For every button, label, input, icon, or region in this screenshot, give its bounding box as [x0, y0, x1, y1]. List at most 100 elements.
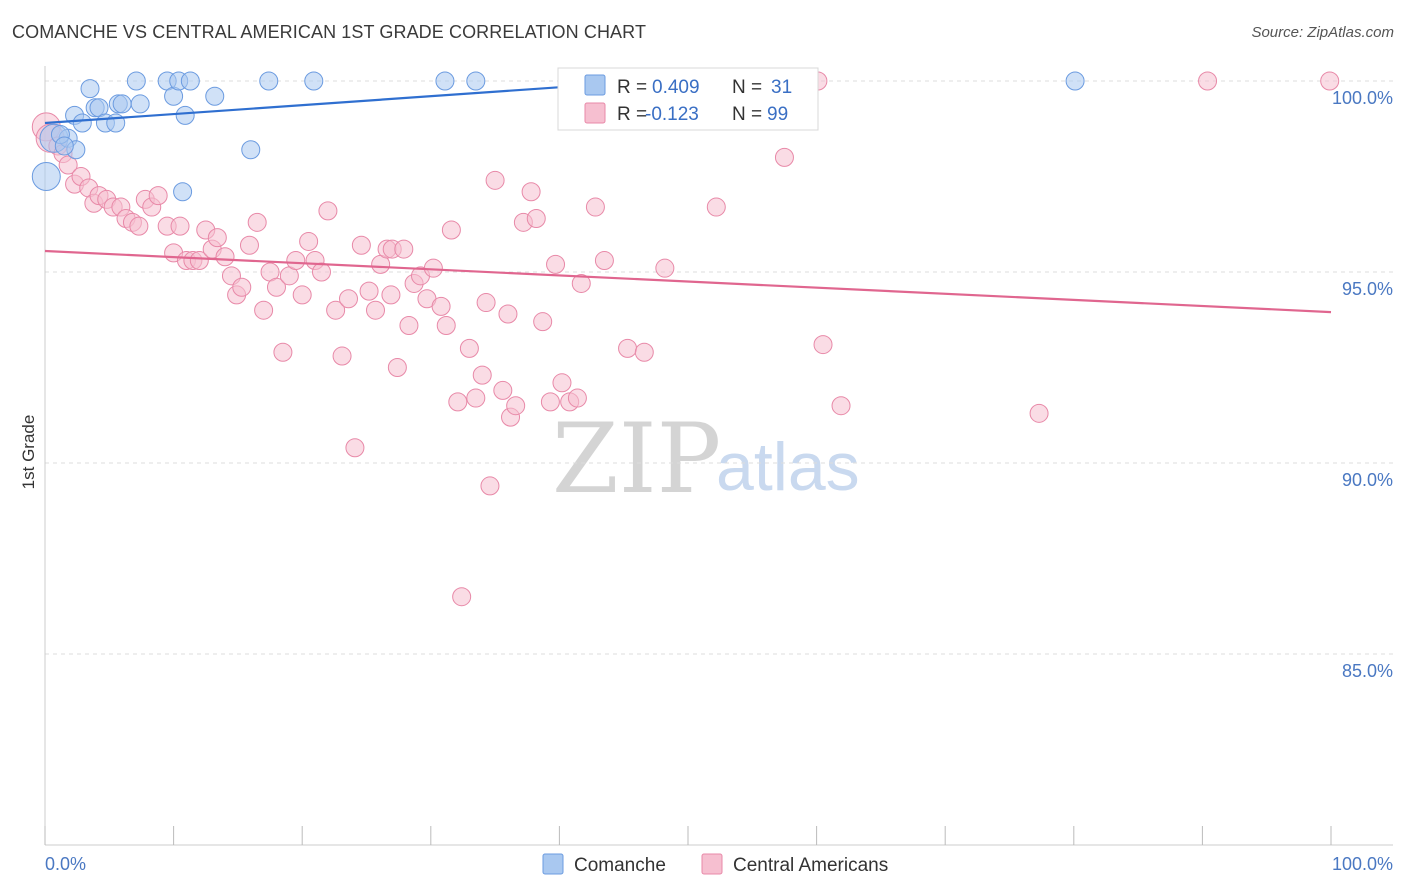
comanche-point — [175, 105, 195, 125]
watermark-zip: ZIP — [552, 403, 721, 515]
comanche-point — [180, 71, 200, 91]
series-legend-swatch-comanche — [542, 853, 564, 875]
gridlines — [45, 80, 1393, 655]
central-americans-point — [345, 438, 365, 458]
chart-title: COMANCHE VS CENTRAL AMERICAN 1ST GRADE C… — [12, 22, 647, 42]
central-americans-point — [1320, 71, 1340, 91]
central-americans-point — [326, 300, 346, 320]
series-legend-swatch-central — [701, 853, 723, 875]
comanche-point — [54, 136, 74, 156]
comanche-point — [304, 71, 324, 91]
comanche-point — [1065, 71, 1085, 91]
central-americans-point — [394, 239, 414, 259]
central-americans-point — [493, 380, 513, 400]
legend-n-label: N = — [732, 77, 762, 98]
legend-n-label: N = — [732, 104, 762, 125]
central-americans-point — [1029, 403, 1049, 423]
comanche-point — [31, 162, 61, 191]
central-americans-point — [266, 277, 286, 297]
central-americans-point — [273, 342, 293, 362]
central-americans-point — [399, 315, 419, 335]
axes — [44, 66, 1393, 846]
comanche-trend-line — [44, 79, 650, 125]
central-americans-point — [585, 197, 605, 217]
legend-swatch-central — [584, 102, 606, 124]
central-americans-point — [533, 312, 553, 332]
watermark: ZIP atlas — [552, 403, 860, 515]
central-americans-point — [506, 396, 526, 416]
central-americans-point — [466, 388, 486, 408]
central-americans-point — [634, 342, 654, 362]
central-americans-point — [441, 220, 461, 240]
central-americans-point — [618, 338, 638, 358]
central-americans-points — [31, 71, 1340, 607]
central-americans-point — [546, 254, 566, 274]
y-tick-label: 95.0% — [1342, 279, 1393, 299]
central-americans-point — [148, 186, 168, 206]
comanche-points — [31, 71, 1085, 202]
legend-r-value: -0.123 — [645, 104, 699, 125]
central-americans-point — [299, 231, 319, 251]
central-americans-point — [498, 304, 518, 324]
comanche-point — [466, 71, 486, 91]
central-americans-point — [774, 147, 794, 167]
watermark-atlas: atlas — [716, 429, 860, 505]
central-americans-point — [540, 392, 560, 412]
comanche-point — [205, 86, 225, 106]
central-americans-point — [381, 285, 401, 305]
central-americans-point — [247, 212, 267, 232]
central-americans-point — [594, 251, 614, 271]
central-americans-point — [476, 293, 496, 313]
central-americans-point — [526, 209, 546, 229]
central-americans-point — [567, 388, 587, 408]
y-tick-label: 90.0% — [1342, 470, 1393, 490]
y-axis-label: 1st Grade — [19, 415, 38, 490]
y-tick-label: 100.0% — [1332, 88, 1393, 108]
series-legend: Comanche Central Americans — [542, 853, 888, 876]
central-americans-point — [207, 228, 227, 248]
legend-r-label: R = — [617, 104, 647, 125]
source-label: Source: ZipAtlas.com — [1251, 24, 1394, 41]
central-americans-point — [359, 281, 379, 301]
central-americans-point — [552, 373, 572, 393]
series-legend-label-comanche: Comanche — [574, 855, 666, 876]
central-americans-point — [448, 392, 468, 412]
central-americans-point — [813, 335, 833, 355]
legend-r-value: 0.409 — [652, 77, 700, 98]
central-americans-point — [351, 235, 371, 255]
comanche-point — [112, 94, 132, 114]
central-americans-point — [254, 300, 274, 320]
central-americans-point — [58, 155, 78, 175]
central-americans-point — [311, 262, 331, 282]
x-tick-labels: 0.0% 100.0% — [45, 854, 1393, 874]
legend-n-value: 99 — [767, 104, 788, 125]
central-americans-point — [459, 338, 479, 358]
central-americans-point — [239, 235, 259, 255]
central-americans-point — [292, 285, 312, 305]
y-tick-label: 85.0% — [1342, 661, 1393, 681]
central-americans-point — [170, 216, 190, 236]
central-americans-point — [129, 216, 149, 236]
comanche-point — [173, 182, 193, 202]
comanche-point — [130, 94, 150, 114]
series-legend-label-central: Central Americans — [733, 855, 888, 876]
x-tick-label: 0.0% — [45, 854, 86, 874]
central-americans-point — [1198, 71, 1218, 91]
central-americans-point — [571, 273, 591, 293]
legend-swatch-comanche — [584, 74, 606, 96]
central-americans-point — [387, 358, 407, 377]
comanche-point — [72, 113, 92, 133]
central-americans-point — [831, 396, 851, 416]
central-americans-point — [655, 258, 675, 278]
central-americans-point — [232, 277, 252, 297]
central-americans-point — [480, 476, 500, 496]
central-americans-point — [215, 247, 235, 267]
central-americans-point — [436, 315, 456, 335]
legend-n-value: 31 — [771, 77, 792, 98]
comanche-point — [80, 79, 100, 99]
central-americans-point — [431, 296, 451, 316]
central-americans-point — [318, 201, 338, 221]
x-tick-label: 100.0% — [1332, 854, 1393, 874]
central-americans-point — [485, 170, 505, 190]
